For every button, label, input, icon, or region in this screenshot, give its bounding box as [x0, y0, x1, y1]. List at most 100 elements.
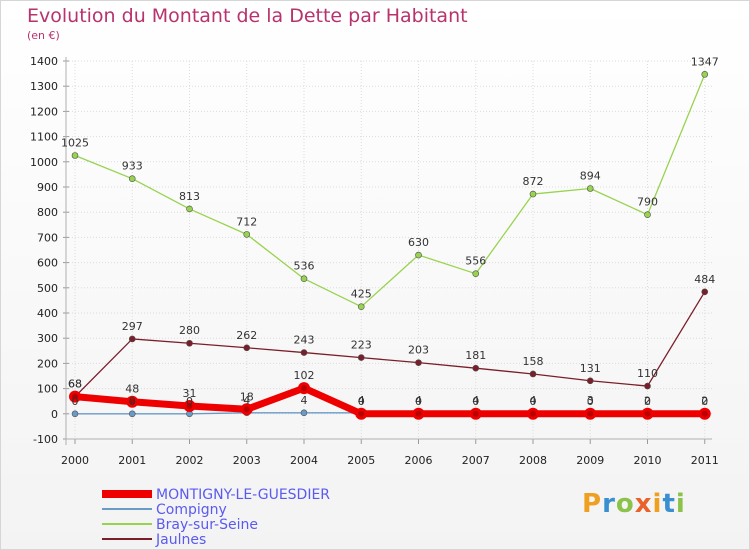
data-label: 0 — [186, 395, 193, 408]
data-label: 813 — [179, 190, 200, 203]
data-point — [644, 211, 651, 219]
data-label: 223 — [351, 339, 372, 352]
data-label: 262 — [236, 329, 257, 342]
data-point-center — [72, 393, 78, 400]
data-label: 0 — [415, 395, 422, 408]
data-point — [529, 190, 537, 198]
data-label: 68 — [68, 378, 82, 391]
data-point — [529, 370, 537, 378]
data-point-center — [415, 410, 422, 417]
data-point-center — [587, 410, 594, 417]
legend-label: Bray-sur-Seine — [156, 517, 258, 533]
data-label: 2 — [644, 394, 651, 407]
grid — [66, 60, 712, 440]
x-tick-label: 2009 — [576, 454, 604, 467]
data-label: 243 — [294, 334, 315, 347]
legend: MONTIGNY-LE-GUESDIERCompignyBray-sur-Sei… — [102, 487, 330, 548]
unit-label: (en €) — [27, 29, 60, 42]
x-tick-label: 2001 — [118, 454, 146, 467]
data-point — [415, 251, 422, 259]
data-point — [701, 288, 709, 296]
data-label: 933 — [122, 160, 143, 173]
x-tick-label: 2005 — [347, 454, 375, 467]
data-label: 1025 — [61, 137, 89, 150]
series-line — [74, 73, 706, 308]
x-tick-label: 2007 — [462, 454, 490, 467]
series-line — [71, 384, 709, 418]
data-point — [71, 152, 79, 159]
data-point — [300, 409, 308, 417]
data-label: 4 — [415, 394, 422, 407]
x-tick-label: 2003 — [233, 454, 261, 467]
data-point-center — [243, 406, 250, 413]
data-point — [128, 175, 136, 182]
data-point — [186, 205, 193, 213]
y-tick-label: 300 — [37, 332, 58, 345]
data-label: 0 — [72, 395, 79, 408]
data-label: 102 — [294, 369, 315, 382]
data-label: 18 — [240, 390, 254, 403]
data-point-center — [129, 398, 136, 405]
data-label: 4 — [358, 394, 365, 407]
data-point — [243, 344, 251, 352]
data-label: 536 — [294, 260, 315, 273]
x-tick-label: 2002 — [176, 454, 204, 467]
y-tick-label: 500 — [37, 282, 58, 295]
data-point — [71, 410, 79, 418]
data-label: 630 — [408, 236, 429, 249]
data-point — [128, 410, 136, 418]
data-point — [128, 335, 136, 343]
data-label: 158 — [523, 355, 544, 368]
series-line — [74, 291, 706, 398]
data-label: 68 — [68, 378, 82, 391]
y-tick-label: 800 — [37, 206, 58, 219]
y-tick-label: -100 — [33, 433, 58, 446]
data-label: 0 — [701, 395, 708, 408]
data-point — [186, 339, 193, 347]
y-tick-label: 600 — [37, 257, 58, 270]
data-label: 4 — [243, 394, 250, 407]
data-point-center — [358, 410, 365, 417]
x-tick-label: 2000 — [61, 454, 89, 467]
data-label: 280 — [179, 324, 200, 337]
data-label: 0 — [644, 395, 651, 408]
data-point — [300, 275, 308, 283]
data-label: 4 — [472, 394, 479, 407]
y-tick-label: 900 — [37, 181, 58, 194]
data-label: 4 — [530, 394, 537, 407]
x-tick-label: 2010 — [634, 454, 662, 467]
data-point-center — [644, 410, 651, 417]
y-tick-label: 100 — [37, 383, 58, 396]
data-label: 131 — [580, 362, 601, 375]
data-label: 0 — [530, 395, 537, 408]
data-label: 3 — [587, 394, 594, 407]
legend-label: Jaulnes — [155, 532, 206, 548]
data-label: 2 — [701, 394, 708, 407]
data-point — [701, 71, 709, 78]
data-point-center — [186, 402, 193, 409]
y-tick-label: 700 — [37, 231, 58, 244]
y-tick-labels: -100 0 100 200 300 400 500 600 700 800 900 1000 1100… — [30, 55, 58, 446]
x-tick-label: 2008 — [519, 454, 547, 467]
x-tick-label: 2004 — [290, 454, 318, 467]
y-tick-label: 1300 — [30, 80, 58, 93]
x-tick-label: 2006 — [405, 454, 433, 467]
data-point — [243, 231, 251, 238]
data-point-center — [530, 410, 536, 417]
data-label: 48 — [125, 383, 139, 396]
data-label: 110 — [637, 367, 658, 380]
y-tick-label: 200 — [37, 357, 58, 370]
data-point-center — [472, 410, 479, 417]
data-label: 894 — [580, 170, 601, 183]
data-point — [472, 364, 480, 372]
data-point — [415, 359, 422, 366]
y-tick-label: 1000 — [30, 156, 58, 169]
data-label: 790 — [637, 196, 658, 209]
x-tick-label: 2011 — [691, 454, 719, 467]
data-point-center — [301, 385, 307, 392]
series-group — [69, 71, 711, 420]
data-label: 425 — [351, 288, 372, 301]
